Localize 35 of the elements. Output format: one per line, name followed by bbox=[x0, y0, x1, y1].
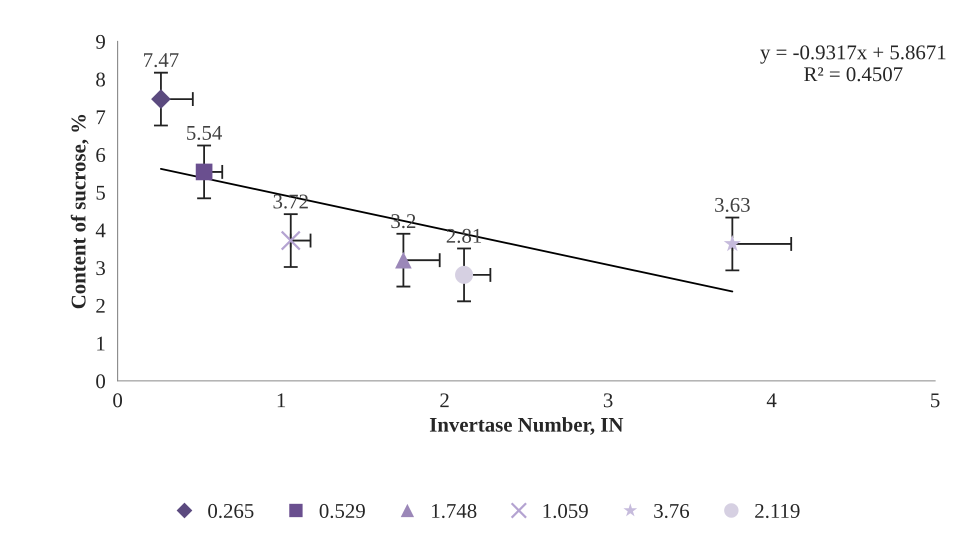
data-label: 5.54 bbox=[187, 126, 222, 140]
point bbox=[395, 252, 412, 269]
legend-label: 3.76 bbox=[654, 504, 690, 518]
point bbox=[196, 164, 212, 180]
legend-label: 2.119 bbox=[755, 504, 800, 518]
x-tick-label: 4 bbox=[766, 393, 776, 408]
data-label: 3.72 bbox=[274, 194, 308, 209]
y-tick-label: 0 bbox=[96, 374, 106, 388]
x-tick-label: 0 bbox=[113, 393, 122, 408]
y-tick-label: 3 bbox=[96, 261, 105, 276]
y-tick-label: 9 bbox=[96, 34, 105, 49]
x-tick-label: 3 bbox=[604, 393, 612, 408]
y-tick-label: 6 bbox=[96, 148, 106, 162]
data-label: 3.63 bbox=[715, 198, 750, 212]
point bbox=[455, 266, 474, 284]
y-tick-label: 7 bbox=[96, 110, 106, 124]
x-tick-label: 1 bbox=[278, 393, 286, 408]
point bbox=[151, 89, 171, 109]
x-tick-label: 5 bbox=[931, 394, 940, 408]
legend-label: 1.059 bbox=[544, 504, 588, 518]
y-tick-label: 1 bbox=[97, 336, 105, 350]
y-tick-label: 8 bbox=[96, 72, 106, 87]
legend-label: 0.265 bbox=[208, 504, 254, 518]
y-tick-label: 5 bbox=[96, 186, 105, 200]
x-tick-label: 2 bbox=[440, 393, 449, 408]
x-axis-title: Invertase Number, IN bbox=[430, 417, 624, 435]
y-axis-title: Content of sucrose, % bbox=[70, 114, 89, 308]
legend-label: 1.748 bbox=[432, 504, 476, 518]
point bbox=[280, 230, 301, 251]
legend-label: 0.529 bbox=[320, 504, 365, 518]
annotation: y = -0.9317x + 5.8671 R² = 0.4507 bbox=[760, 45, 946, 82]
point bbox=[724, 234, 741, 252]
data-label: 7.47 bbox=[144, 53, 179, 68]
y-tick-label: 4 bbox=[96, 224, 106, 238]
y-tick-label: 2 bbox=[96, 298, 105, 313]
